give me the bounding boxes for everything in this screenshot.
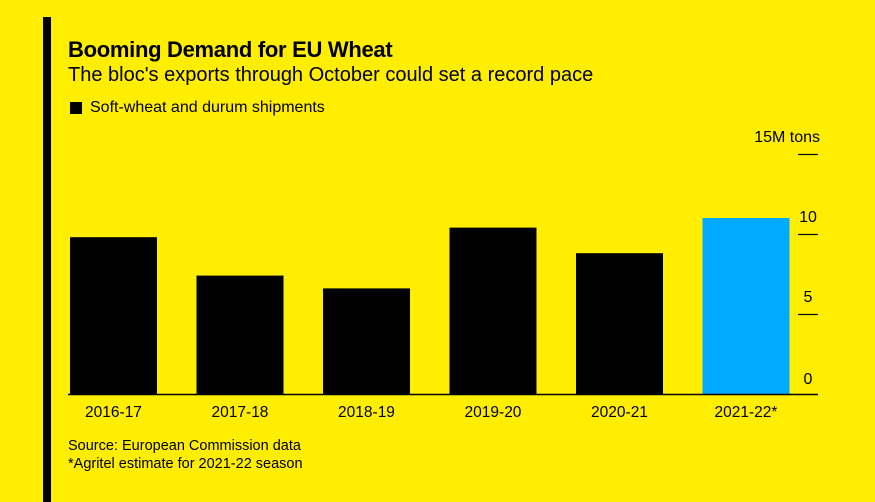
footnote: *Agritel estimate for 2021-22 season — [68, 456, 303, 472]
legend: Soft-wheat and durum shipments — [68, 99, 325, 117]
chart-subtitle: The bloc's exports through October could… — [68, 64, 594, 86]
chart-title: Booming Demand for EU Wheat — [68, 37, 393, 62]
x-tick-label: 2021-22* — [715, 404, 778, 421]
bar-2017-18 — [196, 275, 284, 394]
x-tick-label: 2017-18 — [212, 404, 269, 421]
y-tick-label: 15M tons — [754, 129, 820, 146]
bar-2016-17 — [70, 237, 157, 394]
x-tick-label: 2020-21 — [591, 404, 648, 421]
x-tick-label: 2016-17 — [85, 404, 142, 421]
bar-2018-19 — [323, 288, 410, 394]
legend-label: Soft-wheat and durum shipments — [90, 99, 325, 116]
bar-2019-20 — [449, 227, 537, 394]
bar-2020-21 — [576, 253, 663, 394]
y-tick-label: 10 — [799, 209, 817, 226]
legend-swatch — [70, 102, 82, 114]
y-tick-label: 0 — [804, 371, 813, 388]
source-note: Source: European Commission data — [68, 438, 301, 454]
x-tick-label: 2019-20 — [465, 404, 522, 421]
bar-2021-22* — [702, 218, 790, 394]
y-tick-label: 5 — [804, 289, 813, 306]
x-tick-label: 2018-19 — [338, 404, 395, 421]
accent-bar — [43, 17, 51, 502]
